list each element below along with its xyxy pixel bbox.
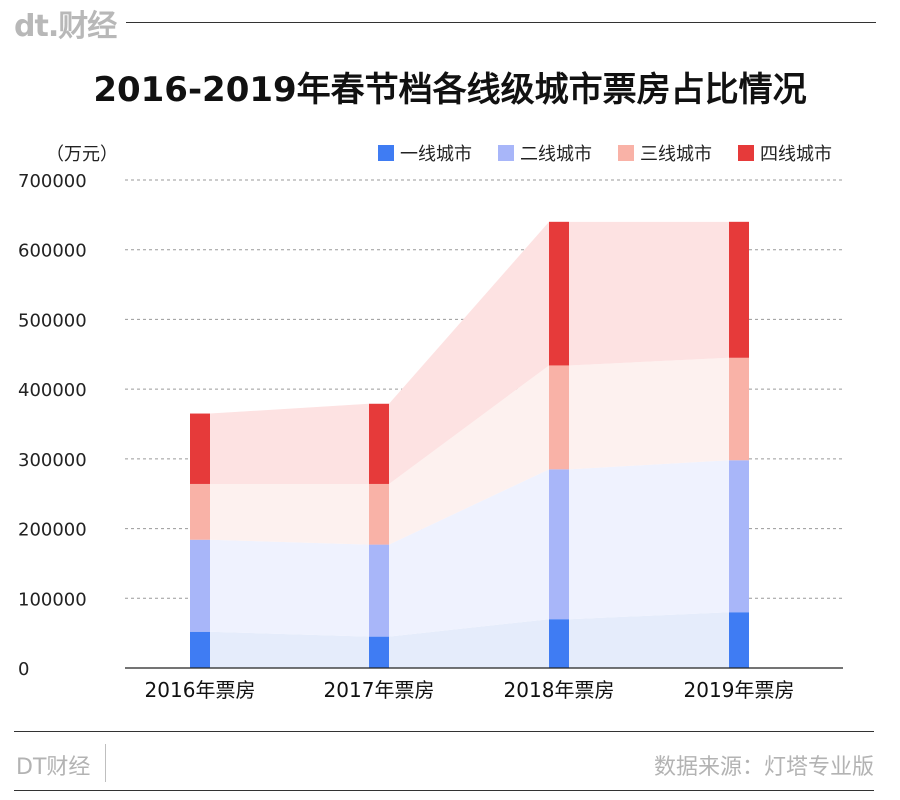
bar-segment (549, 365, 569, 470)
bar-segment (369, 544, 389, 637)
series-band (190, 460, 749, 637)
brand-logo-text: dt.财经 (14, 9, 117, 44)
legend-label: 四线城市 (760, 144, 832, 165)
legend-label: 三线城市 (640, 144, 712, 165)
bar-segment (549, 221, 569, 366)
series-band (190, 612, 749, 668)
bar-segment (729, 460, 749, 613)
bar-segment (190, 413, 210, 484)
legend-swatch (738, 145, 754, 161)
bar-segment (729, 221, 749, 358)
bar-segment (190, 631, 210, 668)
brand-logo: dt.财经 (14, 6, 117, 44)
y-axis-unit-label: （万元） (46, 144, 118, 165)
bar-segment (369, 636, 389, 668)
bar-segment (549, 469, 569, 620)
y-tick-label: 700000 (18, 171, 87, 192)
y-tick-label: 0 (18, 659, 29, 680)
footer-source: 数据来源：灯塔专业版 (653, 755, 874, 780)
header-divider (126, 22, 876, 23)
legend-swatch (618, 145, 634, 161)
x-tick-label: 2017年票房 (324, 678, 435, 702)
y-tick-label: 400000 (18, 380, 87, 401)
bar-segment (190, 483, 210, 540)
bar-segment (729, 612, 749, 668)
series-band (190, 221, 749, 484)
bar-segment (729, 357, 749, 461)
bar-segment (549, 619, 569, 668)
y-tick-label: 200000 (18, 520, 87, 541)
legend-swatch (498, 145, 514, 161)
y-tick-label: 600000 (18, 241, 87, 262)
footer-vertical-divider (105, 744, 106, 782)
y-tick-label: 100000 (18, 589, 87, 610)
footer-divider-top (14, 731, 874, 732)
stacked-bar-chart: 0 100000 200000 300000 400000 500000 600000 700… (18, 144, 843, 702)
bar-segment (369, 403, 389, 484)
legend-label: 二线城市 (520, 144, 592, 165)
legend-label: 一线城市 (400, 144, 472, 165)
chart-title: 2016-2019年春节档各线级城市票房占比情况 (93, 70, 807, 110)
x-tick-label: 2016年票房 (145, 678, 256, 702)
bar-segment (190, 539, 210, 632)
footer-brand: DT财经 (16, 755, 91, 780)
bar-segment (369, 483, 389, 545)
x-tick-label: 2019年票房 (684, 678, 795, 702)
footer-divider-bottom (14, 790, 874, 791)
x-tick-label: 2018年票房 (504, 678, 615, 702)
series-band (190, 357, 749, 545)
legend-swatch (378, 145, 394, 161)
y-tick-label: 300000 (18, 450, 87, 471)
y-tick-label: 500000 (18, 310, 87, 331)
